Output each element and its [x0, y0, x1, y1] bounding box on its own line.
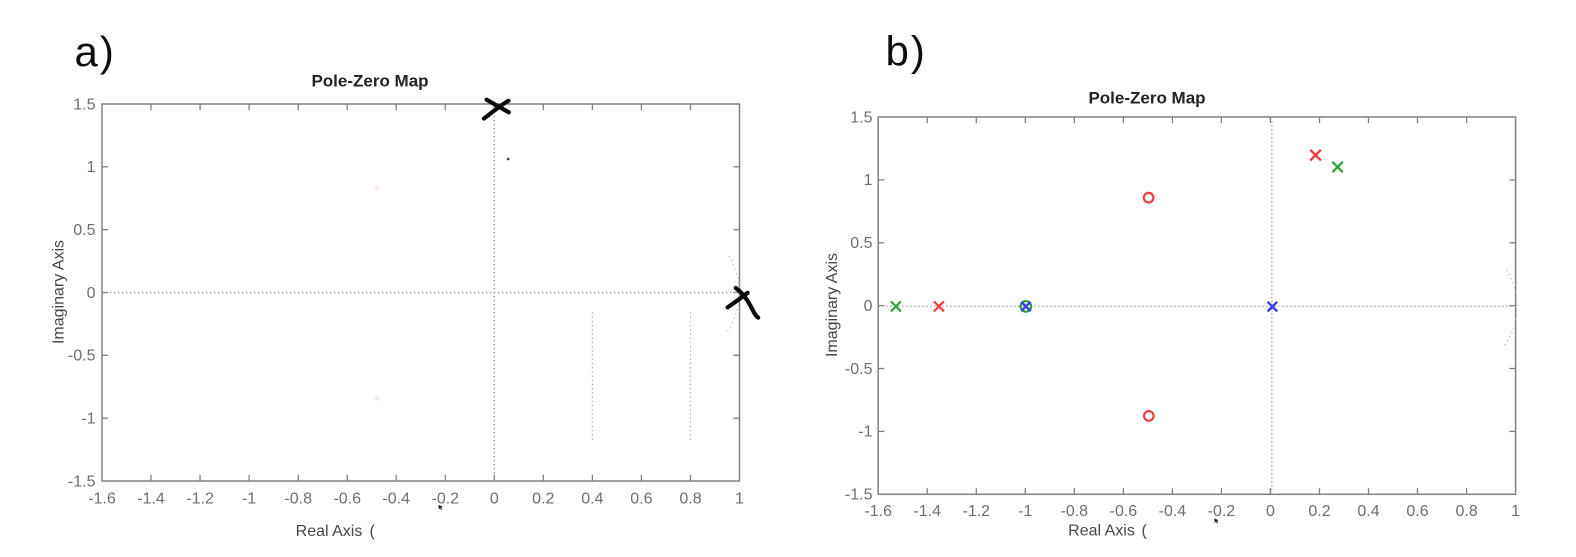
svg-text:Imaginary Axis: Imaginary Axis: [51, 240, 68, 344]
svg-text:-0.2: -0.2: [432, 491, 460, 508]
svg-text:a): a): [75, 28, 116, 75]
svg-text:-0.5: -0.5: [845, 361, 873, 378]
svg-text:b): b): [886, 28, 927, 75]
svg-text:-1.2: -1.2: [963, 503, 991, 520]
svg-text:1: 1: [735, 491, 744, 508]
svg-text:-1: -1: [858, 424, 872, 441]
svg-text:-0.6: -0.6: [333, 491, 361, 508]
svg-text:0.2: 0.2: [1308, 503, 1330, 520]
svg-text:0: 0: [1266, 503, 1275, 520]
svg-text:0.5: 0.5: [73, 222, 95, 239]
svg-text:1: 1: [87, 159, 96, 176]
svg-text:(: (: [1142, 523, 1148, 540]
svg-text:1.5: 1.5: [850, 109, 872, 126]
svg-text:-1.6: -1.6: [864, 503, 892, 520]
svg-text:Pole-Zero Map: Pole-Zero Map: [311, 72, 428, 91]
svg-text:-1.5: -1.5: [68, 473, 96, 490]
svg-text:-0.8: -0.8: [1061, 503, 1089, 520]
svg-text:-0.4: -0.4: [1159, 503, 1187, 520]
svg-text:-1.2: -1.2: [186, 491, 214, 508]
svg-text:0.8: 0.8: [679, 491, 701, 508]
svg-text:0.5: 0.5: [850, 235, 872, 252]
svg-text:-1: -1: [81, 411, 95, 428]
svg-text:-1: -1: [1018, 503, 1032, 520]
svg-text:(: (: [370, 523, 376, 540]
svg-text:0.8: 0.8: [1455, 503, 1477, 520]
svg-text:0: 0: [490, 491, 499, 508]
svg-text:1: 1: [1511, 503, 1520, 520]
svg-text:-1.4: -1.4: [913, 503, 941, 520]
svg-text:Real Axis: Real Axis: [296, 523, 363, 540]
svg-text:Real Axis: Real Axis: [1068, 523, 1135, 540]
svg-text:0.4: 0.4: [1357, 503, 1379, 520]
svg-text:-0.8: -0.8: [284, 491, 312, 508]
svg-text:-0.4: -0.4: [382, 491, 410, 508]
svg-text:0: 0: [864, 298, 873, 315]
svg-text:0.6: 0.6: [630, 491, 652, 508]
svg-text:1: 1: [864, 172, 873, 189]
svg-text:0: 0: [87, 285, 96, 302]
svg-text:-0.5: -0.5: [68, 348, 96, 365]
svg-text:-0.6: -0.6: [1110, 503, 1138, 520]
svg-text:-1: -1: [242, 491, 256, 508]
svg-text:0.2: 0.2: [532, 491, 554, 508]
svg-text:Pole-Zero Map: Pole-Zero Map: [1088, 89, 1205, 108]
svg-text:Imaginary Axis: Imaginary Axis: [824, 253, 841, 357]
svg-text:0.6: 0.6: [1406, 503, 1428, 520]
svg-text:-1.6: -1.6: [88, 491, 116, 508]
svg-text:1.5: 1.5: [73, 96, 95, 113]
svg-text:-1.4: -1.4: [137, 491, 165, 508]
svg-text:0.4: 0.4: [581, 491, 603, 508]
svg-text:-0.2: -0.2: [1208, 503, 1236, 520]
svg-text:-1.5: -1.5: [845, 487, 873, 504]
